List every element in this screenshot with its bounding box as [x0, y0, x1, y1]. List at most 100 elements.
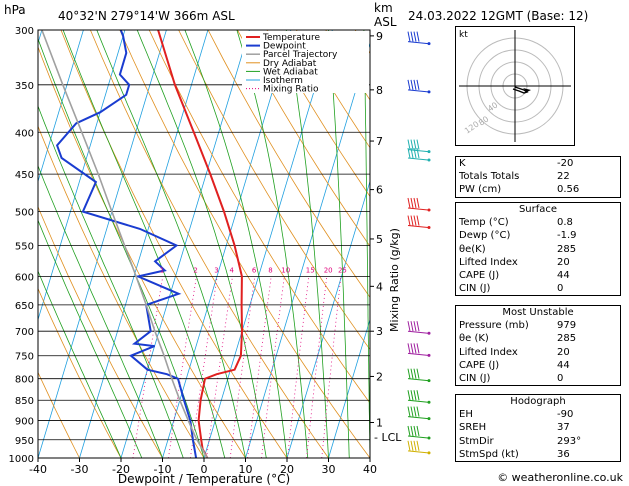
wind-barb-dot	[427, 208, 431, 212]
surface-index-row: CAPE (J) 44	[456, 269, 621, 282]
wind-barb-flag	[410, 139, 414, 150]
pressure-tick-label: 450	[15, 170, 34, 181]
x-tick-label: 30	[322, 463, 336, 476]
parcel-trajectory-line	[41, 30, 208, 458]
wind-barb-flag	[410, 406, 414, 417]
wind-barb-flag	[407, 197, 411, 209]
pressure-tick-label: 750	[15, 352, 34, 363]
wet-adiabat-line	[363, 30, 370, 458]
wind-barb-flag	[407, 368, 411, 379]
wind-barb-flag	[416, 215, 420, 226]
most-unstable-index-row: Lifted Index 20	[456, 346, 621, 359]
hodograph-index-label: SREH	[459, 422, 487, 434]
indices-most-unstable: Most Unstable Pressure (mb) 979 θe (K) 285 Li…	[455, 305, 621, 387]
pressure-tick-label: 950	[15, 436, 34, 447]
hodograph-index-label: StmDir	[459, 435, 494, 447]
pressure-tick-label: 300	[15, 26, 34, 37]
km-tick-label: 7	[376, 135, 383, 148]
wind-barb-flag	[413, 139, 417, 150]
wind-barb	[407, 450, 429, 454]
wind-barb-flag	[413, 321, 417, 332]
wind-barb	[407, 352, 429, 356]
wind-barb-flag	[407, 31, 411, 42]
dry-adiabat-line	[207, 30, 370, 298]
wet-adiabat-line	[328, 30, 350, 458]
hodograph-index-row: StmSpd (kt) 36	[456, 448, 621, 462]
dewpoint-line	[55, 30, 198, 458]
general-index-value: -20	[557, 158, 574, 170]
temperature-line	[157, 30, 244, 458]
wind-barb-flag	[413, 440, 417, 451]
mixing-ratio-axis-label: Mixing Ratio (g/kg)	[388, 228, 401, 332]
mixing-ratio-label: 1	[160, 266, 164, 274]
wind-barb-dot	[427, 417, 431, 421]
wind-barb-flag	[416, 425, 420, 437]
hodograph-index-row: EH -90	[456, 408, 621, 421]
pressure-tick-label: 700	[15, 327, 34, 338]
wind-barb-flag	[416, 147, 420, 159]
wind-barb-flag	[410, 147, 414, 159]
hodograph-trace	[512, 86, 529, 94]
wind-barb-flag	[413, 147, 417, 159]
asl-label: ASL	[374, 15, 397, 29]
x-tick-label: -10	[154, 463, 172, 476]
wind-barb-flag	[416, 31, 420, 42]
wet-adiabat-line	[38, 105, 184, 458]
hodograph-index-value: -90	[557, 409, 574, 421]
wind-barb-flag	[410, 31, 414, 42]
x-tick-label: 0	[201, 463, 208, 476]
isotherm-line	[245, 41, 370, 458]
most-unstable-index-label: CAPE (J)	[459, 359, 500, 371]
surface-index-value: 0.8	[557, 217, 573, 229]
wind-barb-flag	[416, 406, 420, 417]
wind-barb-flag	[416, 79, 420, 90]
copyright-footer: © weatheronline.co.uk	[497, 471, 623, 484]
sounding-series	[41, 30, 244, 458]
isotherm-line	[328, 318, 370, 458]
wind-barb-dot	[427, 379, 431, 383]
mixing-ratio-label: 2	[193, 266, 197, 274]
most-unstable-index-value: 0	[557, 373, 564, 385]
wind-barb-dot	[427, 436, 431, 440]
hodograph-index-value: 36	[557, 448, 570, 460]
isotherm-line	[38, 30, 84, 183]
surface-index-value: -1.9	[557, 230, 577, 242]
legend-item: Mixing Ratio	[263, 85, 319, 95]
x-tick-label: 10	[239, 463, 253, 476]
legend-item: Dewpoint	[263, 42, 306, 52]
hodograph-marker	[523, 88, 531, 92]
dry-adiabat-line	[237, 30, 370, 248]
km-tick-label: 1	[376, 417, 383, 430]
mixing-ratio-label: 6	[252, 266, 257, 274]
wind-barb-dot	[427, 451, 431, 455]
datetime-label: 24.03.2022 12GMT (Base: 12)	[408, 9, 588, 23]
indices-hodograph: Hodograph EH -90 SREH 37 StmDir 293° StmSpd (kt…	[455, 394, 621, 462]
km-tick-label: 9	[376, 30, 383, 43]
location-label: 40°32'N 279°14'W 366m ASL	[58, 9, 235, 23]
isotherm-line	[38, 30, 126, 322]
hodograph-index-row: StmDir 293°	[456, 435, 621, 448]
mixing-ratio-label: 3	[214, 266, 218, 274]
pressure-tick-label: 850	[15, 396, 34, 407]
wind-barb-flag	[407, 425, 411, 437]
pressure-tick-label: 1000	[9, 454, 34, 465]
mixing-ratio-line	[247, 276, 272, 458]
wind-barb-flag	[407, 79, 411, 90]
wind-barb	[407, 378, 429, 382]
wind-barb-flag	[416, 390, 420, 401]
wind-barb-dot	[427, 90, 431, 94]
most-unstable-index-label: CIN (J)	[459, 373, 491, 385]
surface-index-value: 285	[557, 243, 577, 255]
mixing-ratio-line	[306, 276, 328, 458]
wind-barb	[407, 41, 429, 45]
wind-barb-flag	[413, 390, 417, 401]
wind-barb-flag	[416, 368, 420, 379]
isotherm-line	[162, 30, 292, 458]
pressure-tick-label: 500	[15, 208, 34, 219]
general-index-row: K -20	[456, 157, 621, 171]
wind-barb-flag	[407, 390, 411, 401]
dry-adiabat-line	[266, 30, 370, 198]
wind-barb-flag	[407, 440, 411, 451]
wind-barb-flag	[407, 321, 411, 332]
